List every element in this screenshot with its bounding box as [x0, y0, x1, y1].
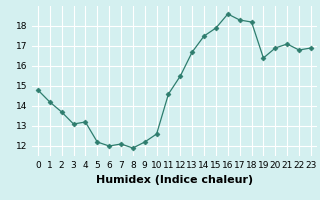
X-axis label: Humidex (Indice chaleur): Humidex (Indice chaleur) [96, 175, 253, 185]
